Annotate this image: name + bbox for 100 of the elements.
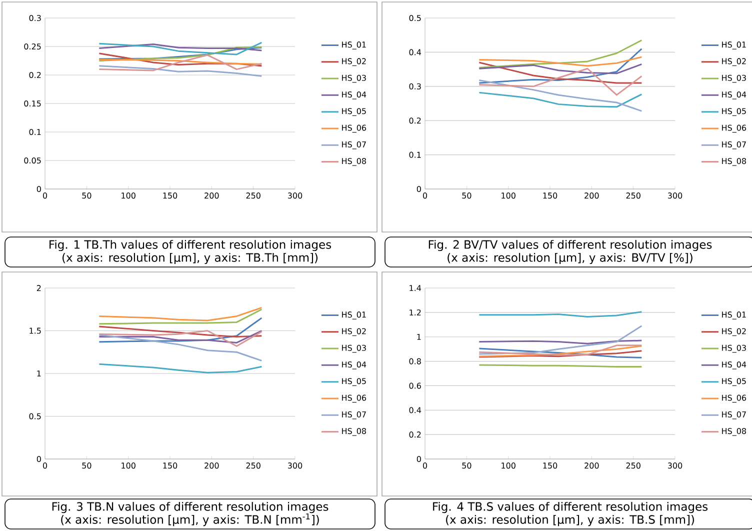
y-tick-label: 0.6	[409, 382, 421, 389]
text: Fig. 2 BV/TV values of different resolution images	[428, 240, 712, 252]
line-series	[98, 330, 262, 347]
legend-label: HS_08	[342, 428, 366, 436]
y-tick-label: 1.4	[410, 285, 422, 291]
x-tick-label: 150	[163, 462, 178, 469]
line-series	[98, 54, 262, 72]
y-tick-label: 0.1	[409, 152, 421, 158]
legend-label: HS_08	[342, 158, 366, 166]
y-tick-label: 0.4	[409, 49, 422, 56]
y-tick-label: 0.8	[409, 358, 421, 364]
y-tick-label: 0	[416, 456, 421, 462]
y-tick-label: 1.2	[410, 309, 421, 316]
legend-label: HS_03	[722, 344, 746, 353]
y-tick-label: 0.05	[24, 157, 41, 164]
y-tick-label: 1	[37, 370, 41, 376]
line-series	[478, 350, 642, 358]
x-tick-label: 150	[543, 462, 558, 469]
line-series	[478, 68, 642, 96]
y-tick-label: 2	[36, 285, 41, 291]
legend-label: HS_01	[342, 42, 366, 50]
y-tick-label: 0.1	[29, 128, 41, 136]
x-tick-label: 100	[502, 192, 516, 199]
y-tick-label: 0.2	[409, 118, 421, 124]
y-tick-label: 0	[416, 186, 421, 192]
legend-label: HS_03	[722, 74, 746, 83]
legend-label: HS_07	[722, 411, 746, 420]
legend-label: HS_08	[722, 158, 746, 166]
line-series	[98, 306, 262, 322]
line-series	[478, 63, 642, 74]
line-series	[478, 56, 642, 67]
legend-label: HS_01	[722, 312, 746, 320]
legend-label: HS_04	[342, 91, 366, 100]
text: (x axis: resolution [μm], y axis: TB.N [mm$^{-1}$])	[61, 513, 319, 526]
x-tick-label: 200	[204, 462, 219, 469]
x-tick-label: 50	[82, 192, 92, 199]
legend-label: HS_01	[342, 312, 366, 320]
legend-label: HS_07	[342, 411, 366, 420]
legend-label: HS_02	[722, 328, 746, 336]
legend-label: HS_03	[342, 344, 366, 353]
legend-label: HS_05	[722, 108, 746, 116]
legend-label: HS_02	[342, 328, 366, 336]
legend-label: HS_01	[722, 42, 746, 50]
legend-label: HS_03	[342, 74, 366, 83]
x-tick-label: 250	[626, 192, 640, 199]
y-tick-label: 0.2	[29, 72, 41, 78]
legend-label: HS_05	[342, 378, 366, 386]
y-tick-label: 0	[36, 186, 41, 192]
text: Fig. 1 TB.Th values of different resolution images	[50, 240, 332, 252]
legend-label: HS_07	[722, 141, 746, 150]
x-tick-label: 250	[246, 192, 260, 199]
x-tick-label: 0	[422, 192, 428, 199]
x-tick-label: 200	[204, 192, 219, 199]
x-tick-label: 0	[42, 462, 48, 469]
y-tick-label: 0.3	[29, 14, 41, 22]
legend-label: HS_02	[342, 58, 366, 66]
line-series	[478, 348, 642, 358]
x-tick-label: 50	[462, 462, 472, 469]
x-tick-label: 250	[246, 462, 260, 469]
text: (x axis: resolution [μm], y axis: TB.S [mm])	[446, 514, 694, 526]
x-tick-label: 50	[82, 462, 92, 469]
legend-label: HS_02	[722, 58, 746, 66]
x-tick-label: 300	[668, 192, 682, 199]
x-tick-label: 200	[584, 462, 599, 469]
y-tick-label: 0.3	[409, 83, 421, 90]
legend-label: HS_05	[342, 108, 366, 116]
line-series	[478, 48, 642, 84]
x-tick-label: 100	[122, 192, 136, 199]
y-tick-label: 0	[36, 456, 41, 462]
legend-label: HS_06	[722, 394, 746, 403]
y-tick-label: 0.5	[409, 14, 421, 22]
legend-label: HS_06	[342, 394, 366, 403]
line-series	[478, 325, 642, 355]
x-tick-label: 0	[422, 462, 428, 469]
legend-label: HS_08	[722, 428, 746, 436]
legend-label: HS_05	[722, 378, 746, 386]
y-tick-label: 1.5	[30, 328, 41, 334]
y-tick-label: 0.25	[24, 43, 41, 50]
x-tick-label: 50	[462, 192, 472, 199]
legend-label: HS_04	[722, 91, 746, 100]
line-series	[478, 80, 642, 112]
text: Fig. 4 TB.S values of different resolution images	[433, 502, 708, 514]
line-series	[98, 334, 262, 362]
line-series	[98, 65, 262, 77]
x-tick-label: 200	[584, 192, 599, 199]
line-series	[478, 92, 642, 108]
line-series	[98, 317, 262, 343]
line-series	[98, 363, 262, 374]
y-tick-label: 0.4	[409, 407, 422, 414]
text: (x axis: resolution [μm], y axis: TB.Th [mm])	[62, 252, 318, 264]
line-series	[98, 330, 262, 344]
y-tick-label: 0.15	[24, 100, 41, 107]
text: (x axis: resolution [μm], y axis: BV/TV [%])	[448, 252, 692, 264]
x-tick-label: 300	[668, 462, 682, 469]
line-series	[478, 39, 642, 68]
legend-label: HS_06	[342, 124, 366, 133]
x-tick-label: 300	[288, 462, 302, 469]
x-tick-label: 100	[502, 462, 516, 469]
x-tick-label: 250	[626, 462, 640, 469]
line-series	[98, 43, 262, 52]
